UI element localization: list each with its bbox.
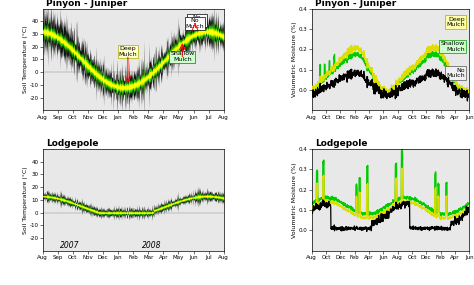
Text: No
Mulch: No Mulch bbox=[188, 15, 206, 26]
Text: 2008: 2008 bbox=[142, 241, 161, 250]
Text: No
Mulch: No Mulch bbox=[186, 19, 204, 29]
Y-axis label: Volumetric Moisture (%): Volumetric Moisture (%) bbox=[292, 162, 298, 238]
Text: Shallow
Mulch: Shallow Mulch bbox=[440, 41, 465, 52]
Text: Deep
Mulch: Deep Mulch bbox=[446, 17, 465, 27]
Text: 2007: 2007 bbox=[60, 241, 80, 250]
Text: Pinyon - Juniper: Pinyon - Juniper bbox=[315, 0, 396, 8]
Text: No
Mulch: No Mulch bbox=[446, 68, 465, 78]
Text: Lodgepole: Lodgepole bbox=[315, 139, 367, 148]
Text: Pinyon - Juniper: Pinyon - Juniper bbox=[46, 0, 128, 8]
Y-axis label: Volumetric Moisture (%): Volumetric Moisture (%) bbox=[292, 22, 298, 97]
Text: Deep
Mulch: Deep Mulch bbox=[118, 46, 137, 57]
Text: Shallow
Mulch: Shallow Mulch bbox=[170, 52, 194, 62]
Y-axis label: Soil Temperature (°C): Soil Temperature (°C) bbox=[23, 26, 28, 93]
Y-axis label: Soil Temperature (°C): Soil Temperature (°C) bbox=[23, 166, 28, 234]
Text: Lodgepole: Lodgepole bbox=[46, 139, 99, 148]
